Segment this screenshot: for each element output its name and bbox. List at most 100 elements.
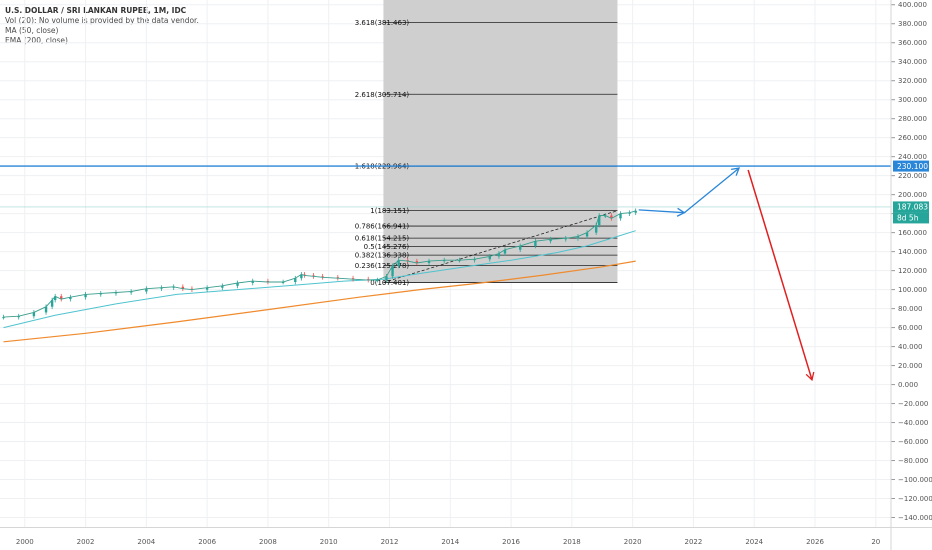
countdown-badge-text: 8d 5h bbox=[897, 214, 919, 223]
target-price-badge-text: 230.100 bbox=[897, 162, 928, 171]
y-tick-label: 60.000 bbox=[898, 324, 923, 332]
y-tick-label: −100.000 bbox=[898, 476, 932, 484]
price-candle bbox=[585, 232, 589, 237]
price-candle bbox=[300, 274, 303, 279]
price-candle bbox=[503, 249, 507, 254]
price-candle bbox=[628, 212, 631, 214]
price-candle bbox=[181, 286, 185, 289]
price-candle bbox=[397, 260, 400, 266]
price-candle bbox=[145, 288, 148, 292]
y-tick-label: 160.000 bbox=[898, 229, 927, 237]
x-tick-label: 2004 bbox=[137, 538, 155, 546]
price-candle bbox=[385, 276, 388, 281]
price-candle bbox=[458, 260, 461, 262]
fib-level-label: 0.236(125.278) bbox=[355, 262, 410, 270]
price-candle bbox=[205, 287, 209, 290]
price-candle bbox=[294, 278, 297, 283]
price-candle bbox=[598, 215, 601, 226]
fib-level-label: 0.5(145.276) bbox=[364, 243, 410, 251]
last-price-badge-text: 187.083 bbox=[897, 203, 928, 212]
price-candle bbox=[610, 215, 613, 219]
last-price-badge bbox=[893, 201, 929, 213]
ema-indicator-label[interactable]: EMA (200, close) bbox=[5, 36, 68, 45]
projection-arrow-down[interactable] bbox=[747, 169, 815, 382]
price-candle bbox=[415, 261, 419, 264]
y-tick-label: 380.000 bbox=[898, 20, 927, 28]
price-candle bbox=[172, 286, 175, 288]
price-candle bbox=[534, 241, 537, 246]
y-tick-label: −60.000 bbox=[898, 438, 928, 446]
price-candle bbox=[594, 225, 598, 233]
y-tick-label: 320.000 bbox=[898, 77, 927, 85]
x-tick-label: 2006 bbox=[198, 538, 216, 546]
y-tick-label: 340.000 bbox=[898, 58, 927, 66]
price-candle bbox=[44, 306, 48, 313]
price-candle bbox=[473, 259, 476, 261]
volume-indicator-label[interactable]: Vol (20): No volume is provided by the d… bbox=[5, 16, 199, 25]
x-tick-label: 2008 bbox=[259, 538, 277, 546]
y-tick-label: −80.000 bbox=[898, 457, 928, 465]
price-candle bbox=[84, 294, 87, 298]
price-candle bbox=[549, 239, 552, 242]
y-tick-label: −140.000 bbox=[898, 514, 932, 522]
chart-series bbox=[2, 208, 637, 343]
projection-arrow-flat[interactable] bbox=[638, 207, 686, 217]
price-line bbox=[3, 210, 636, 318]
x-tick-label: 2022 bbox=[685, 538, 703, 546]
symbol-title[interactable]: U.S. DOLLAR / SRI LANKAN RUPEE, 1M, IDC bbox=[5, 6, 187, 15]
x-tick-label: 2026 bbox=[806, 538, 824, 546]
y-tick-label: 40.000 bbox=[898, 343, 923, 351]
y-tick-label: 20.000 bbox=[898, 362, 923, 370]
x-tick-label: 2010 bbox=[320, 538, 338, 546]
y-tick-label: 140.000 bbox=[898, 248, 927, 256]
fib-level-label: 0.786(166.941) bbox=[355, 223, 410, 231]
horizontal-lines[interactable] bbox=[0, 165, 891, 208]
fib-level-label: 0.382(136.338) bbox=[355, 252, 410, 260]
projection-arrow-up[interactable] bbox=[683, 167, 741, 214]
price-candle bbox=[303, 274, 306, 276]
x-tick-label: 2002 bbox=[77, 538, 95, 546]
price-candle bbox=[443, 260, 446, 262]
y-tick-label: −120.000 bbox=[898, 495, 932, 503]
y-tick-label: 400.000 bbox=[898, 1, 927, 9]
projection-arrows[interactable] bbox=[638, 167, 815, 382]
x-tick-label: 2014 bbox=[441, 538, 459, 546]
price-candle bbox=[60, 296, 63, 300]
price-candle bbox=[32, 312, 36, 317]
fib-level-label: 2.618(305.714) bbox=[355, 91, 410, 99]
y-tick-label: 0.000 bbox=[898, 381, 918, 389]
fib-level-label: 1(183.151) bbox=[370, 207, 409, 215]
x-tick-label: 2018 bbox=[563, 538, 581, 546]
price-candle bbox=[391, 265, 394, 277]
fib-trend-line[interactable] bbox=[383, 210, 618, 283]
target-price-badge bbox=[893, 160, 929, 172]
x-tick-label: 2024 bbox=[745, 538, 763, 546]
y-tick-label: 200.000 bbox=[898, 191, 927, 199]
y-tick-label: 280.000 bbox=[898, 115, 927, 123]
fib-level-label: 0.618(154.215) bbox=[355, 235, 410, 243]
price-candle bbox=[321, 276, 324, 278]
price-candle bbox=[604, 215, 607, 217]
price-candle bbox=[160, 287, 163, 289]
y-tick-label: −40.000 bbox=[898, 419, 928, 427]
price-candle bbox=[129, 291, 133, 293]
price-candle bbox=[69, 297, 72, 300]
ema-200-line bbox=[3, 260, 636, 343]
y-tick-label: 120.000 bbox=[898, 267, 927, 275]
price-candle bbox=[427, 261, 431, 264]
x-tick-label: 2000 bbox=[16, 538, 34, 546]
price-candle bbox=[114, 292, 118, 294]
y-tick-label: 100.000 bbox=[898, 286, 927, 294]
y-tick-label: 300.000 bbox=[898, 96, 927, 104]
price-candle bbox=[351, 278, 355, 280]
price-candle bbox=[281, 282, 285, 284]
fibonacci-extension[interactable]: 0(107.401)0.236(125.278)0.382(136.338)0.… bbox=[355, 0, 618, 287]
price-candle bbox=[50, 300, 54, 307]
x-tick-label: 2012 bbox=[381, 538, 399, 546]
y-tick-label: 80.000 bbox=[898, 305, 923, 313]
ma-indicator-label[interactable]: MA (50, close) bbox=[5, 26, 59, 35]
price-candle bbox=[518, 245, 522, 250]
fibonacci-zone[interactable] bbox=[383, 0, 618, 283]
x-tick-label: 20 bbox=[871, 538, 880, 546]
